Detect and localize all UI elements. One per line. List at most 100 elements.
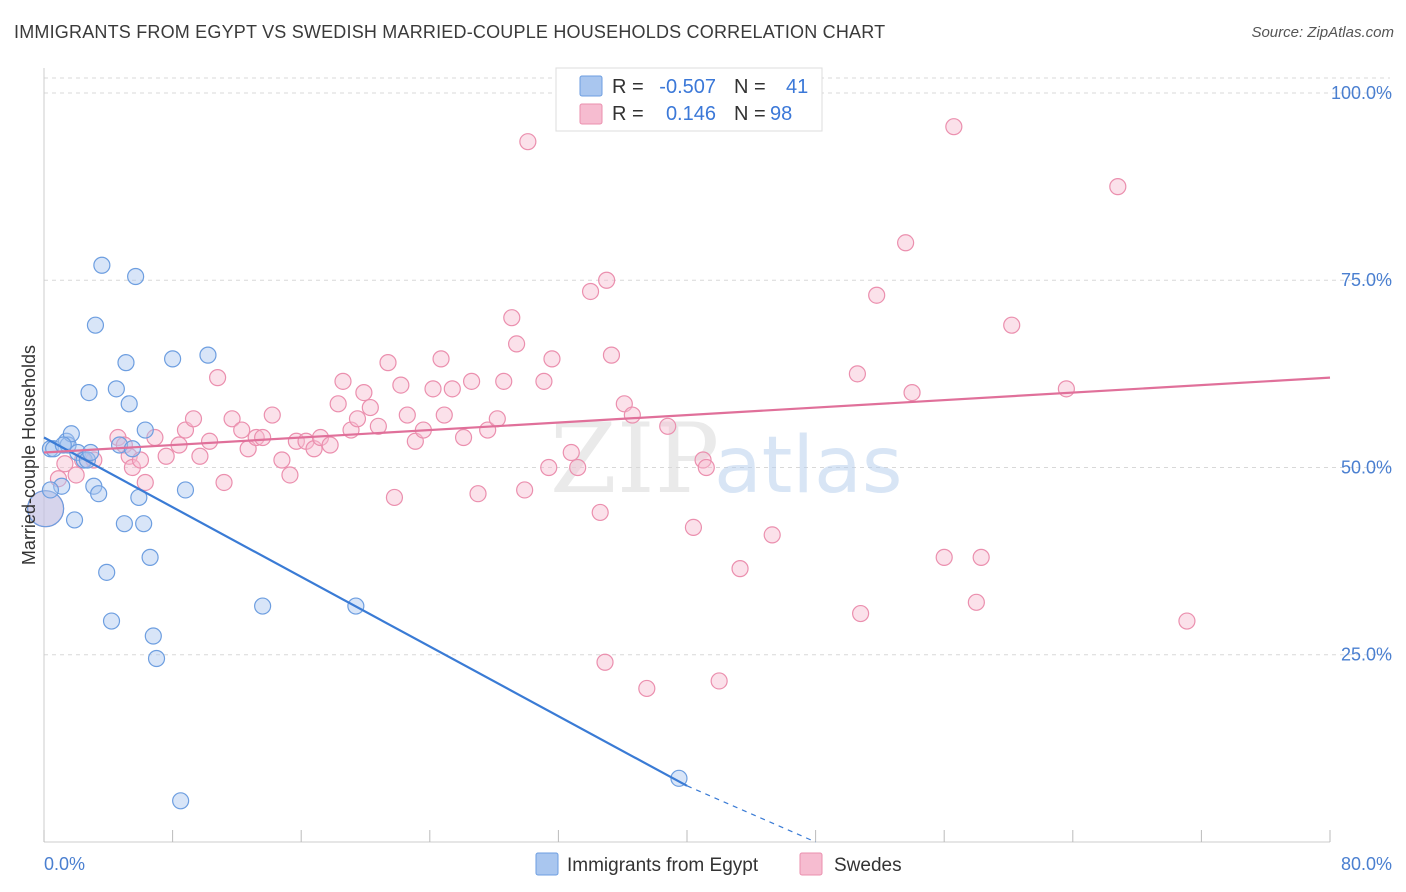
swedes-point: [903, 383, 921, 402]
swedes-point: [200, 432, 219, 450]
egypt-points: [27, 256, 688, 810]
swedes-point: [868, 286, 886, 304]
swedes-point: [67, 466, 85, 484]
legend-n-value-egypt: 41: [786, 76, 808, 98]
swedes-trend-line: [43, 376, 1331, 454]
y-tick-label-0: 25.0%: [1341, 645, 1392, 665]
egypt-point: [86, 316, 105, 334]
legend-r-value-egypt: -0.507: [659, 76, 716, 98]
swedes-point: [598, 271, 616, 289]
swedes-point: [503, 309, 521, 327]
swedes-point: [972, 548, 990, 566]
swedes-point: [1003, 316, 1021, 334]
egypt-point: [136, 421, 154, 439]
swedes-point: [369, 417, 387, 435]
egypt-point: [41, 481, 60, 499]
swedes-point: [273, 451, 291, 469]
swedes-point: [848, 365, 866, 383]
legend-swatch-swedes: [579, 103, 603, 125]
egypt-point: [27, 490, 65, 528]
swedes-point: [540, 458, 558, 477]
trend-lines: [43, 376, 1331, 843]
legend-n-value-swedes: 98: [770, 103, 792, 125]
swedes-point: [508, 335, 526, 353]
swedes-point: [1057, 380, 1075, 398]
legend-r-label-egypt: R =: [612, 76, 644, 98]
swedes-point: [379, 354, 397, 372]
x-tick-min: 0.0%: [44, 854, 85, 874]
egypt-point: [120, 395, 138, 413]
watermark-atlas: atlas: [714, 421, 903, 511]
swedes-point: [215, 473, 233, 492]
egypt-point: [98, 563, 116, 581]
swedes-point: [321, 436, 339, 454]
swedes-point: [596, 653, 614, 671]
egypt-point: [172, 792, 190, 810]
swedes-point: [432, 350, 450, 368]
swedes-point: [935, 548, 953, 566]
swedes-point: [763, 526, 781, 544]
x-axis-ticks: [43, 830, 1331, 842]
swedes-point: [462, 372, 481, 390]
egypt-point: [254, 597, 272, 615]
swedes-point: [697, 458, 715, 477]
swedes-point: [136, 473, 154, 492]
swedes-point: [469, 485, 487, 503]
swedes-point: [254, 428, 272, 447]
egypt-point: [199, 346, 217, 364]
swedes-point: [591, 503, 609, 522]
swedes-point: [454, 428, 473, 447]
egypt-point: [144, 627, 162, 645]
swedes-point: [329, 395, 347, 413]
swedes-point: [56, 455, 74, 473]
swedes-point: [519, 133, 537, 151]
x-tick-max: 80.0%: [1341, 854, 1392, 874]
swedes-point: [1178, 612, 1196, 630]
egypt-point: [65, 511, 84, 529]
swedes-point: [263, 406, 281, 424]
swedes-point: [945, 118, 963, 136]
egypt-point: [117, 354, 135, 372]
swedes-point: [209, 369, 227, 387]
swedes-point: [334, 372, 352, 390]
swedes-point: [543, 350, 561, 368]
egypt-point: [102, 612, 121, 630]
swedes-point: [659, 417, 677, 435]
y-axis-title: Married-couple Households: [19, 345, 39, 565]
swedes-point: [424, 380, 442, 398]
swedes-point: [191, 447, 209, 465]
bottom-legend: Immigrants from Egypt Swedes: [535, 852, 902, 876]
swedes-point: [157, 447, 175, 465]
swedes-point: [581, 282, 600, 301]
egypt-trend-line: [43, 436, 688, 787]
swedes-point: [233, 421, 251, 439]
swedes-point: [184, 410, 203, 428]
swedes-point: [967, 593, 985, 611]
egypt-point: [135, 515, 153, 533]
swedes-point: [361, 398, 379, 417]
swedes-point: [638, 679, 656, 698]
swedes-point: [535, 372, 553, 390]
swedes-point: [602, 346, 621, 364]
swedes-point: [852, 604, 870, 623]
swedes-point: [392, 376, 410, 394]
swedes-point: [247, 428, 265, 447]
swedes-point: [398, 406, 416, 424]
bottom-legend-swatch-egypt: [535, 852, 559, 876]
y-tick-label-3: 100.0%: [1331, 83, 1392, 103]
egypt-point: [147, 649, 166, 668]
swedes-point: [562, 443, 580, 462]
legend-r-value-swedes: 0.146: [666, 103, 716, 125]
egypt-point: [90, 485, 108, 503]
legend-r-label-swedes: R =: [612, 103, 644, 125]
swedes-point: [897, 234, 915, 252]
swedes-point: [731, 560, 749, 578]
swedes-point: [443, 380, 461, 398]
bottom-legend-swatch-swedes: [799, 852, 823, 876]
egypt-point: [176, 481, 195, 499]
swedes-point: [623, 406, 641, 424]
egypt-point: [82, 443, 100, 462]
stats-legend: R = -0.507 N = 41 R = 0.146 N = 98: [555, 67, 823, 132]
swedes-point: [355, 383, 373, 402]
